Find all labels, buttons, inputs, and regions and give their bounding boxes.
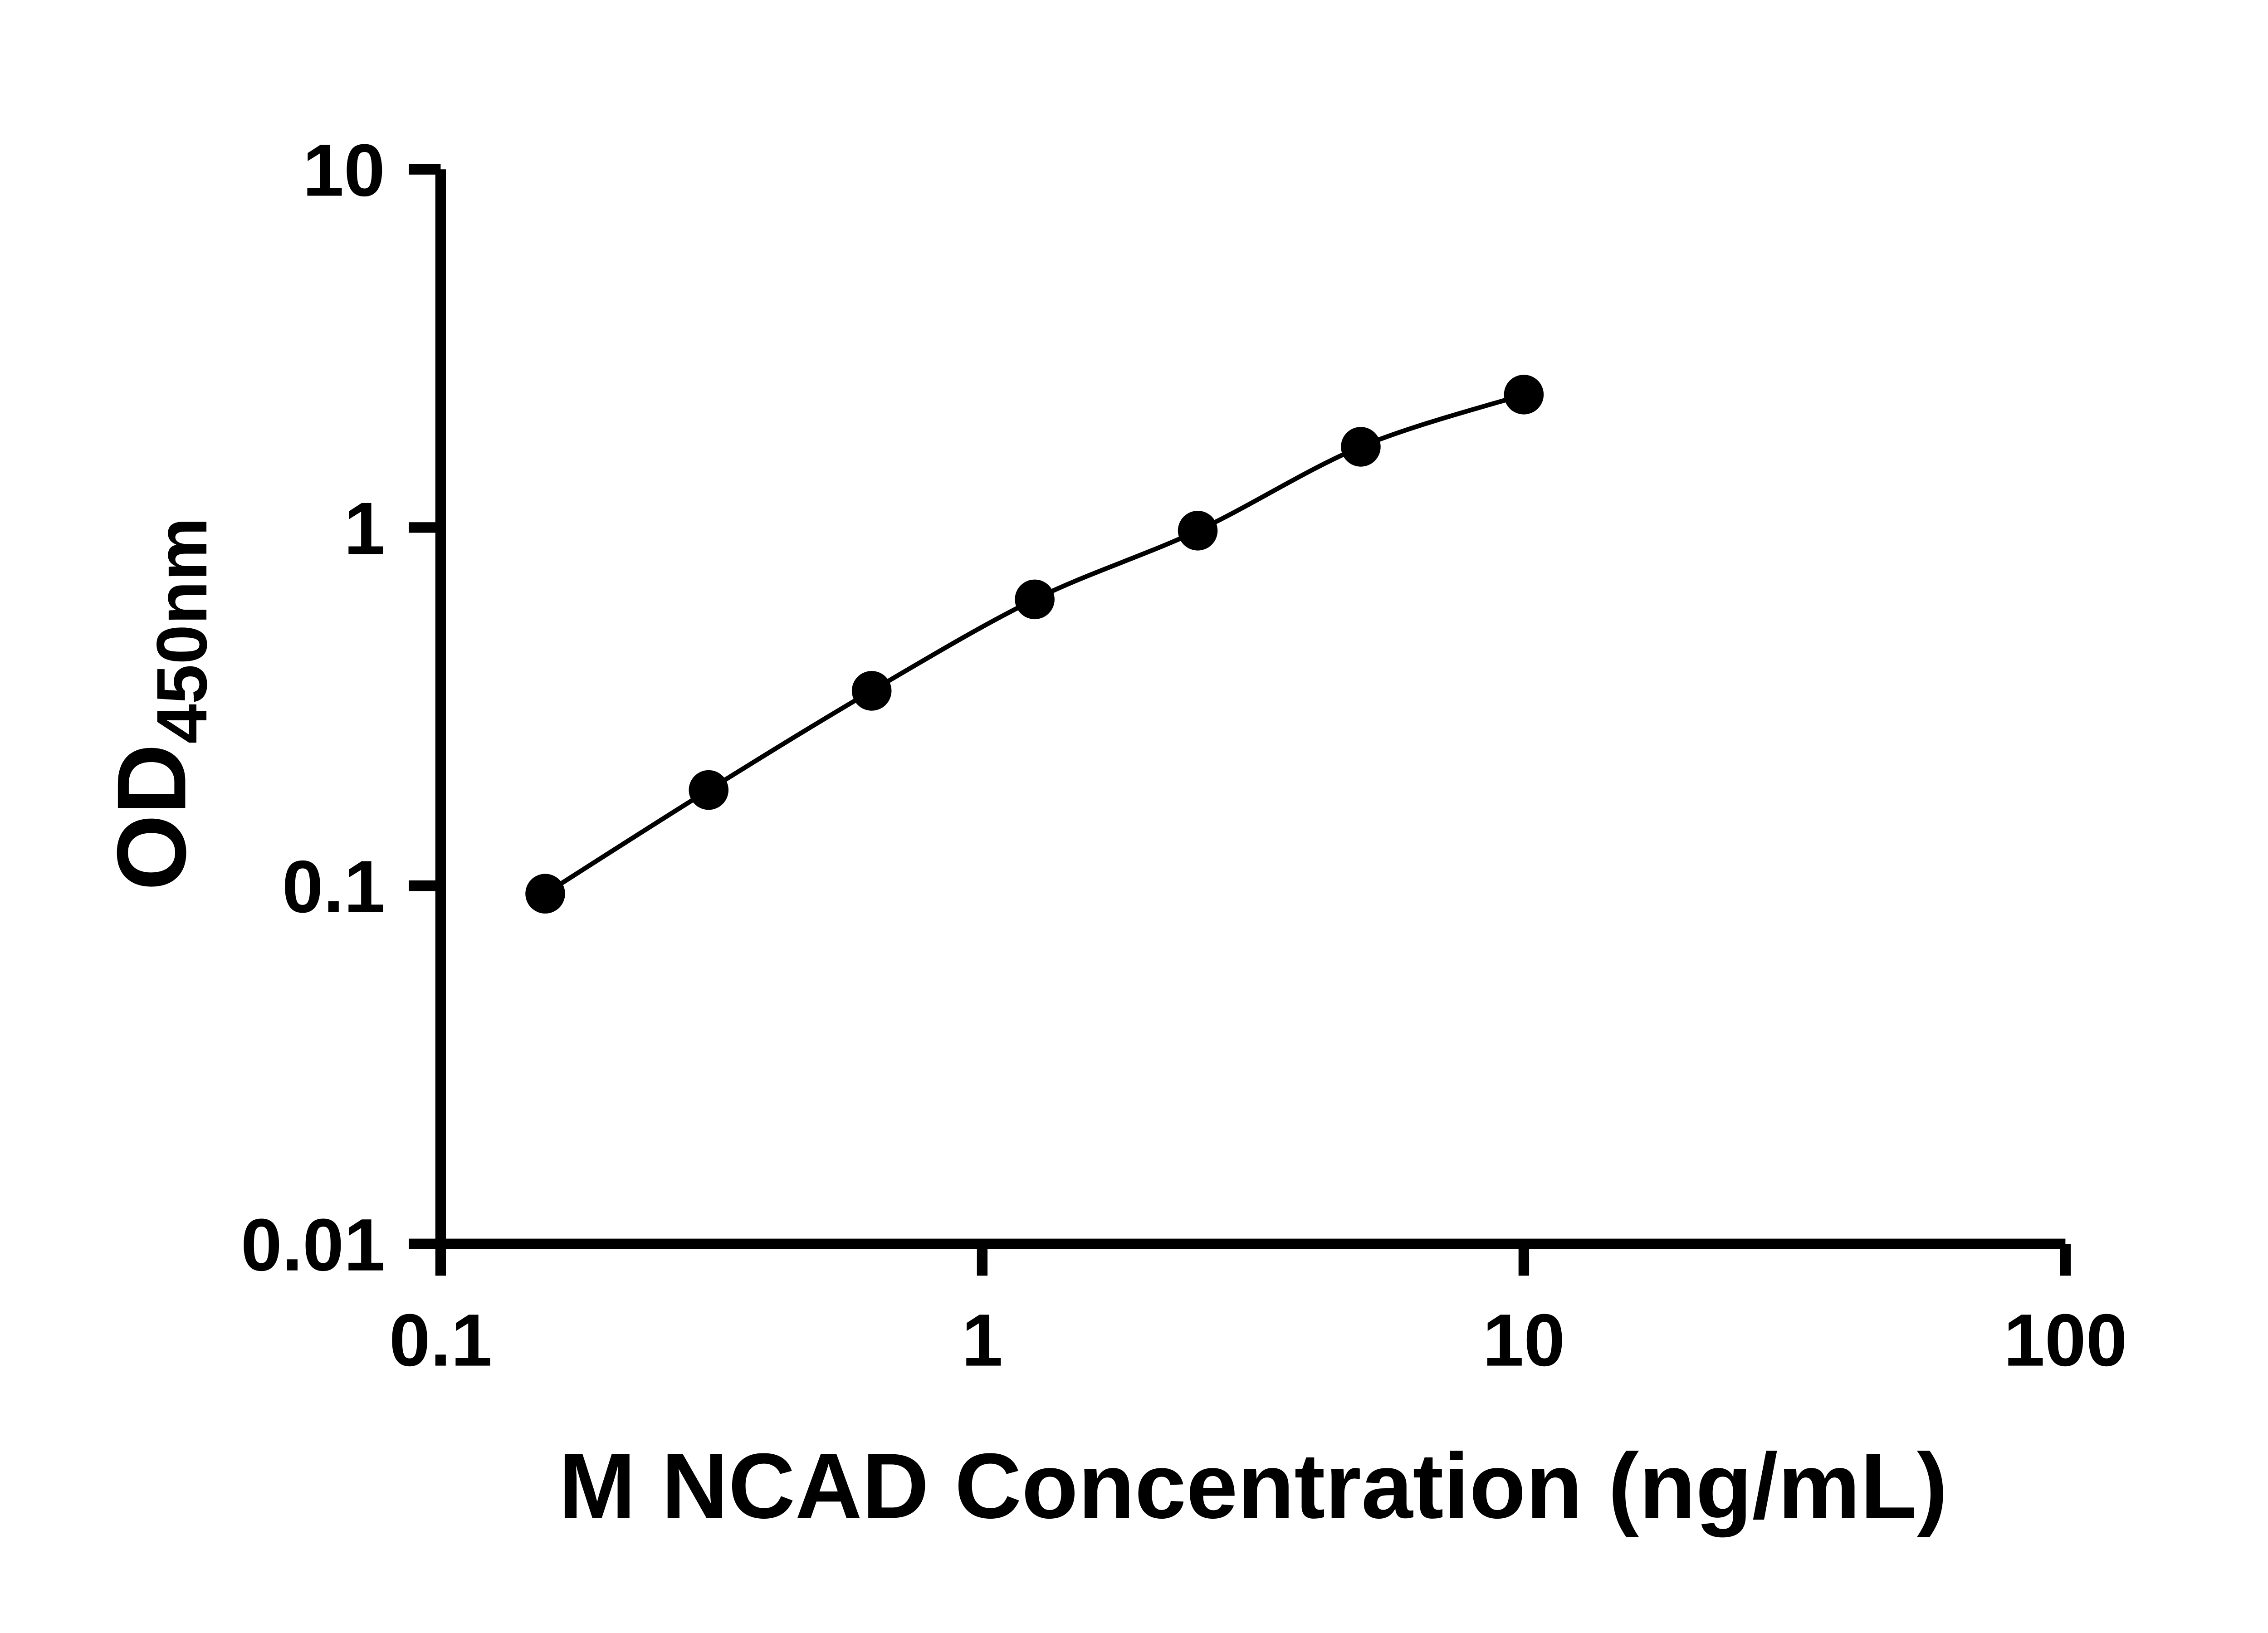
x-tick-label: 10 (1483, 1299, 1565, 1382)
x-axis-title: M NCAD Concentration (ng/mL) (558, 1434, 1948, 1538)
y-tick-label: 0.1 (282, 845, 385, 928)
data-point (851, 671, 892, 711)
x-tick-label: 1 (962, 1299, 1003, 1382)
data-point (1341, 427, 1381, 467)
tick-marks (409, 164, 2071, 1276)
data-points (525, 375, 1544, 914)
y-axis-title-main: OD (97, 744, 206, 891)
y-tick-label: 1 (344, 487, 385, 570)
data-point (1178, 511, 1218, 551)
y-axis-title: OD450nm (97, 518, 222, 891)
x-tick-label: 0.1 (389, 1299, 492, 1382)
data-point (1504, 375, 1544, 415)
y-tick-label: 10 (303, 129, 385, 212)
axes (435, 169, 2066, 1249)
y-axis-title-sub: 450nm (142, 518, 222, 744)
data-point (689, 770, 729, 810)
data-point (1015, 579, 1055, 620)
y-tick-label: 0.01 (241, 1203, 385, 1286)
data-point (525, 874, 565, 914)
x-tick-label: 100 (2004, 1299, 2127, 1382)
standard-curve-line (544, 392, 1525, 896)
axis-lines (435, 169, 2066, 1249)
